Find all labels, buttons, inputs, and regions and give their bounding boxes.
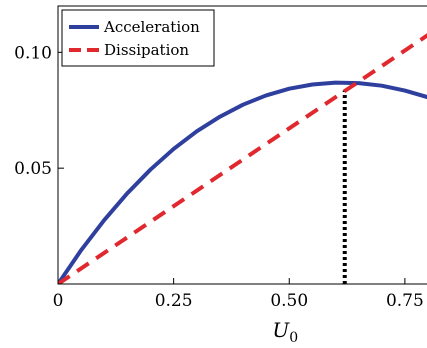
series-line-acceleration bbox=[58, 80, 427, 284]
legend-label-acceleration: Acceleration bbox=[103, 18, 200, 36]
y-tick-label-1: 0.10 bbox=[14, 43, 52, 63]
legend: Acceleration Dissipation bbox=[61, 9, 215, 67]
series-line-dissipation bbox=[58, 33, 427, 284]
plot-series bbox=[58, 33, 427, 284]
x-tick-label-0: 0 bbox=[53, 291, 64, 311]
y-tick-label-0: 0.05 bbox=[14, 159, 52, 179]
legend-label-dissipation: Dissipation bbox=[104, 41, 189, 59]
x-axis-label: U0 bbox=[272, 318, 298, 346]
x-axis-label-subscript: 0 bbox=[289, 330, 298, 346]
plot-content bbox=[58, 33, 427, 284]
legend-box bbox=[61, 9, 215, 67]
x-tick-label-1: 0.25 bbox=[155, 291, 193, 311]
x-tick-label-3: 0.75 bbox=[386, 291, 424, 311]
x-tick-label-2: 0.50 bbox=[270, 291, 308, 311]
tick-labels: 0 0.25 0.50 0.75 0.05 0.10 bbox=[14, 43, 424, 311]
plot-frame bbox=[57, 5, 427, 285]
x-axis-label-main: U bbox=[272, 318, 290, 342]
